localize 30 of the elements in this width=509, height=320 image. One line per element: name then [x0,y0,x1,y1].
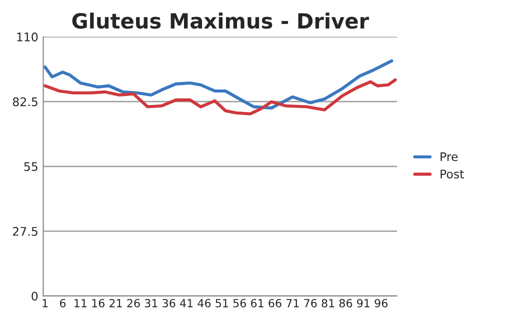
x-tick-label: 76 [304,298,317,308]
x-tick-label: 26 [127,298,140,308]
x-tick-label: 36 [162,298,176,308]
legend-label: Post [440,170,464,178]
x-tick-label: 91 [357,298,370,308]
x-tick-label: 1 [42,299,48,308]
x-tick-label: 41 [180,299,193,308]
x-tick-label: 46 [198,298,211,308]
chart-title: Gluteus Maximus - Driver [72,12,369,29]
x-tick-label: 6 [60,298,66,308]
x-tick-label: 81 [322,298,334,308]
x-tick-label: 86 [339,298,352,308]
x-tick-label: 21 [110,298,122,308]
x-tick-label: 11 [74,299,86,308]
x-tick-label: 51 [216,299,228,308]
legend-label: Pre [440,152,458,162]
x-tick-label: 16 [92,298,104,308]
x-tick-label: 66 [268,298,282,308]
y-tick-label: 0 [32,292,38,301]
x-tick-label: 96 [374,298,388,308]
line-series [44,59,394,110]
x-tick-label: 61 [250,298,264,308]
y-tick-label: 110 [17,32,38,42]
y-tick-label: 82.5 [12,97,38,106]
y-tick-label: 55 [24,162,38,172]
x-tick-label: 56 [233,298,246,308]
x-tick-label: 71 [286,299,299,308]
line-series [44,78,397,116]
y-tick-label: 27.5 [12,226,38,236]
x-tick-label: 31 [144,298,158,308]
